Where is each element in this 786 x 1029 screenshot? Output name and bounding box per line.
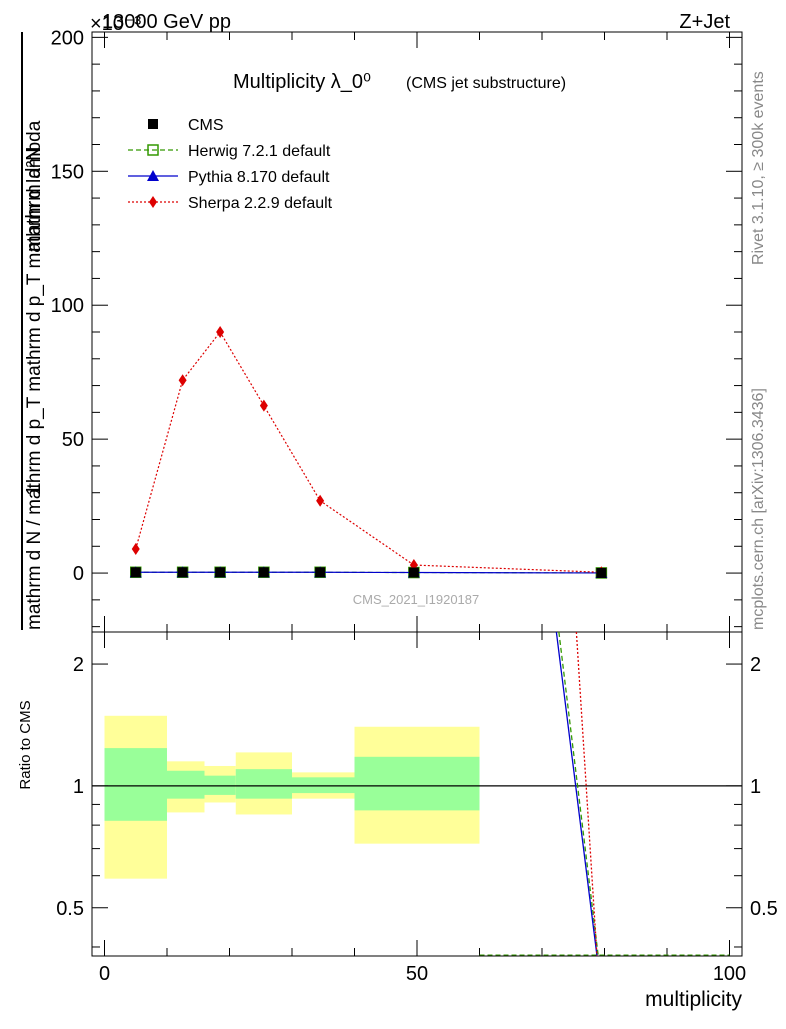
- y-axis-title: 1 mathrm d N / mathrm d p_T mathrm d p_T…: [21, 32, 45, 630]
- legend-entry: Herwig 7.2.1 default: [128, 143, 331, 160]
- legend-marker: [149, 196, 157, 208]
- data-point: [130, 567, 141, 578]
- data-point: [408, 567, 419, 578]
- ratio-tick-label-left: 0.5: [56, 898, 84, 920]
- ratio-line: [558, 631, 599, 957]
- data-point: [215, 567, 226, 578]
- y-label-denominator: mathrm d N / mathrm d p_T mathrm d p_T m…: [24, 120, 45, 630]
- data-point: [259, 399, 268, 412]
- legend-label: Sherpa 2.2.9 default: [188, 195, 333, 212]
- ratio-y-label: Ratio to CMS: [17, 700, 34, 789]
- series-line: [135, 571, 602, 574]
- legend-label: Herwig 7.2.1 default: [188, 143, 331, 160]
- data-point: [177, 567, 188, 578]
- ratio-axis-ticks: [92, 663, 742, 948]
- main-axis-ticks: [92, 32, 742, 956]
- ratio-inner-band: [354, 756, 480, 811]
- chart-subtitle: (CMS jet substructure): [406, 75, 566, 92]
- ratio-tick-label-left: 2: [73, 654, 84, 676]
- legend-label: Pythia 8.170 default: [188, 169, 330, 186]
- series-cms: [130, 567, 607, 578]
- x-tick-label: 50: [406, 963, 428, 985]
- chart-title: Multiplicity λ_0⁰: [233, 71, 371, 93]
- y-tick-label: 150: [51, 161, 84, 183]
- ratio-line: [555, 631, 598, 957]
- header-channel: Z+Jet: [679, 11, 730, 33]
- legend: CMS Herwig 7.2.1 default Pythia 8.170 defa…: [128, 117, 333, 212]
- x-tick-labels: 0 50 100: [99, 963, 746, 985]
- header-process: 13000 GeV pp: [102, 11, 231, 33]
- data-point: [178, 374, 187, 387]
- ratio-inner-band: [104, 748, 167, 821]
- legend-marker: [147, 170, 159, 181]
- ratio-inner-band: [235, 769, 292, 799]
- series-pythia-8-170-default: [129, 566, 608, 578]
- y-tick-label: 100: [51, 295, 84, 317]
- y-label-top: mathrm d²N: [23, 146, 45, 252]
- data-point: [315, 567, 326, 578]
- data-point: [596, 567, 607, 578]
- legend-marker: [147, 144, 159, 156]
- data-point: [316, 494, 325, 507]
- ratio-inner-band: [204, 775, 236, 795]
- y-exponent: ×10⁻³: [90, 13, 141, 35]
- x-tick-label: 100: [713, 963, 746, 985]
- legend-entry: CMS: [148, 117, 224, 134]
- ratio-tick-label-right: 2: [750, 654, 761, 676]
- ratio-line: [575, 631, 598, 957]
- legend-entry: Sherpa 2.2.9 default: [128, 195, 333, 212]
- data-point: [258, 567, 269, 578]
- rivet-version-label: Rivet 3.1.10, ≥ 300k events: [750, 71, 767, 265]
- mcplots-label: mcplots.cern.ch [arXiv:1306.3436]: [750, 388, 767, 630]
- x-axis-label: multiplicity: [645, 988, 742, 1011]
- analysis-watermark: CMS_2021_I1920187: [353, 592, 480, 607]
- ratio-series-lines: [479, 631, 730, 957]
- ratio-tick-label-right: 1: [750, 776, 761, 798]
- ratio-tick-label-left: 1: [73, 776, 84, 798]
- ratio-y-tick-labels: 0.5 0.5 1 1 2 2: [56, 654, 778, 920]
- series-sherpa-2-2-9-default: [131, 326, 606, 579]
- y-label-numerator: 1: [23, 484, 45, 495]
- y-tick-label: 200: [51, 27, 84, 49]
- legend-label: CMS: [188, 117, 224, 134]
- ratio-uncertainty-bands: [104, 715, 480, 879]
- ratio-inner-band: [292, 777, 355, 794]
- data-point: [131, 542, 140, 555]
- series-layer: [129, 326, 608, 579]
- y-tick-label: 0: [73, 563, 84, 585]
- series-line: [135, 330, 602, 573]
- legend-entry: Pythia 8.170 default: [128, 169, 330, 186]
- legend-marker: [148, 119, 158, 129]
- ratio-panel-frame: [91, 631, 743, 957]
- ratio-inner-band: [167, 770, 205, 799]
- x-tick-label: 0: [99, 963, 110, 985]
- y-tick-label: 50: [62, 429, 84, 451]
- data-point: [216, 326, 225, 338]
- main-y-tick-labels: 0 50 100 150 200: [51, 27, 84, 585]
- ratio-tick-label-right: 0.5: [750, 898, 778, 920]
